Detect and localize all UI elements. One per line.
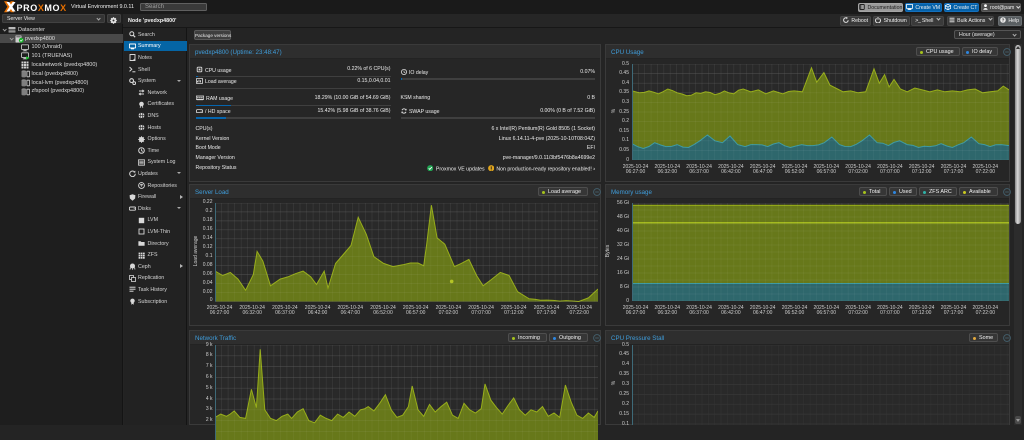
svg-text:?: ? — [1002, 17, 1005, 22]
